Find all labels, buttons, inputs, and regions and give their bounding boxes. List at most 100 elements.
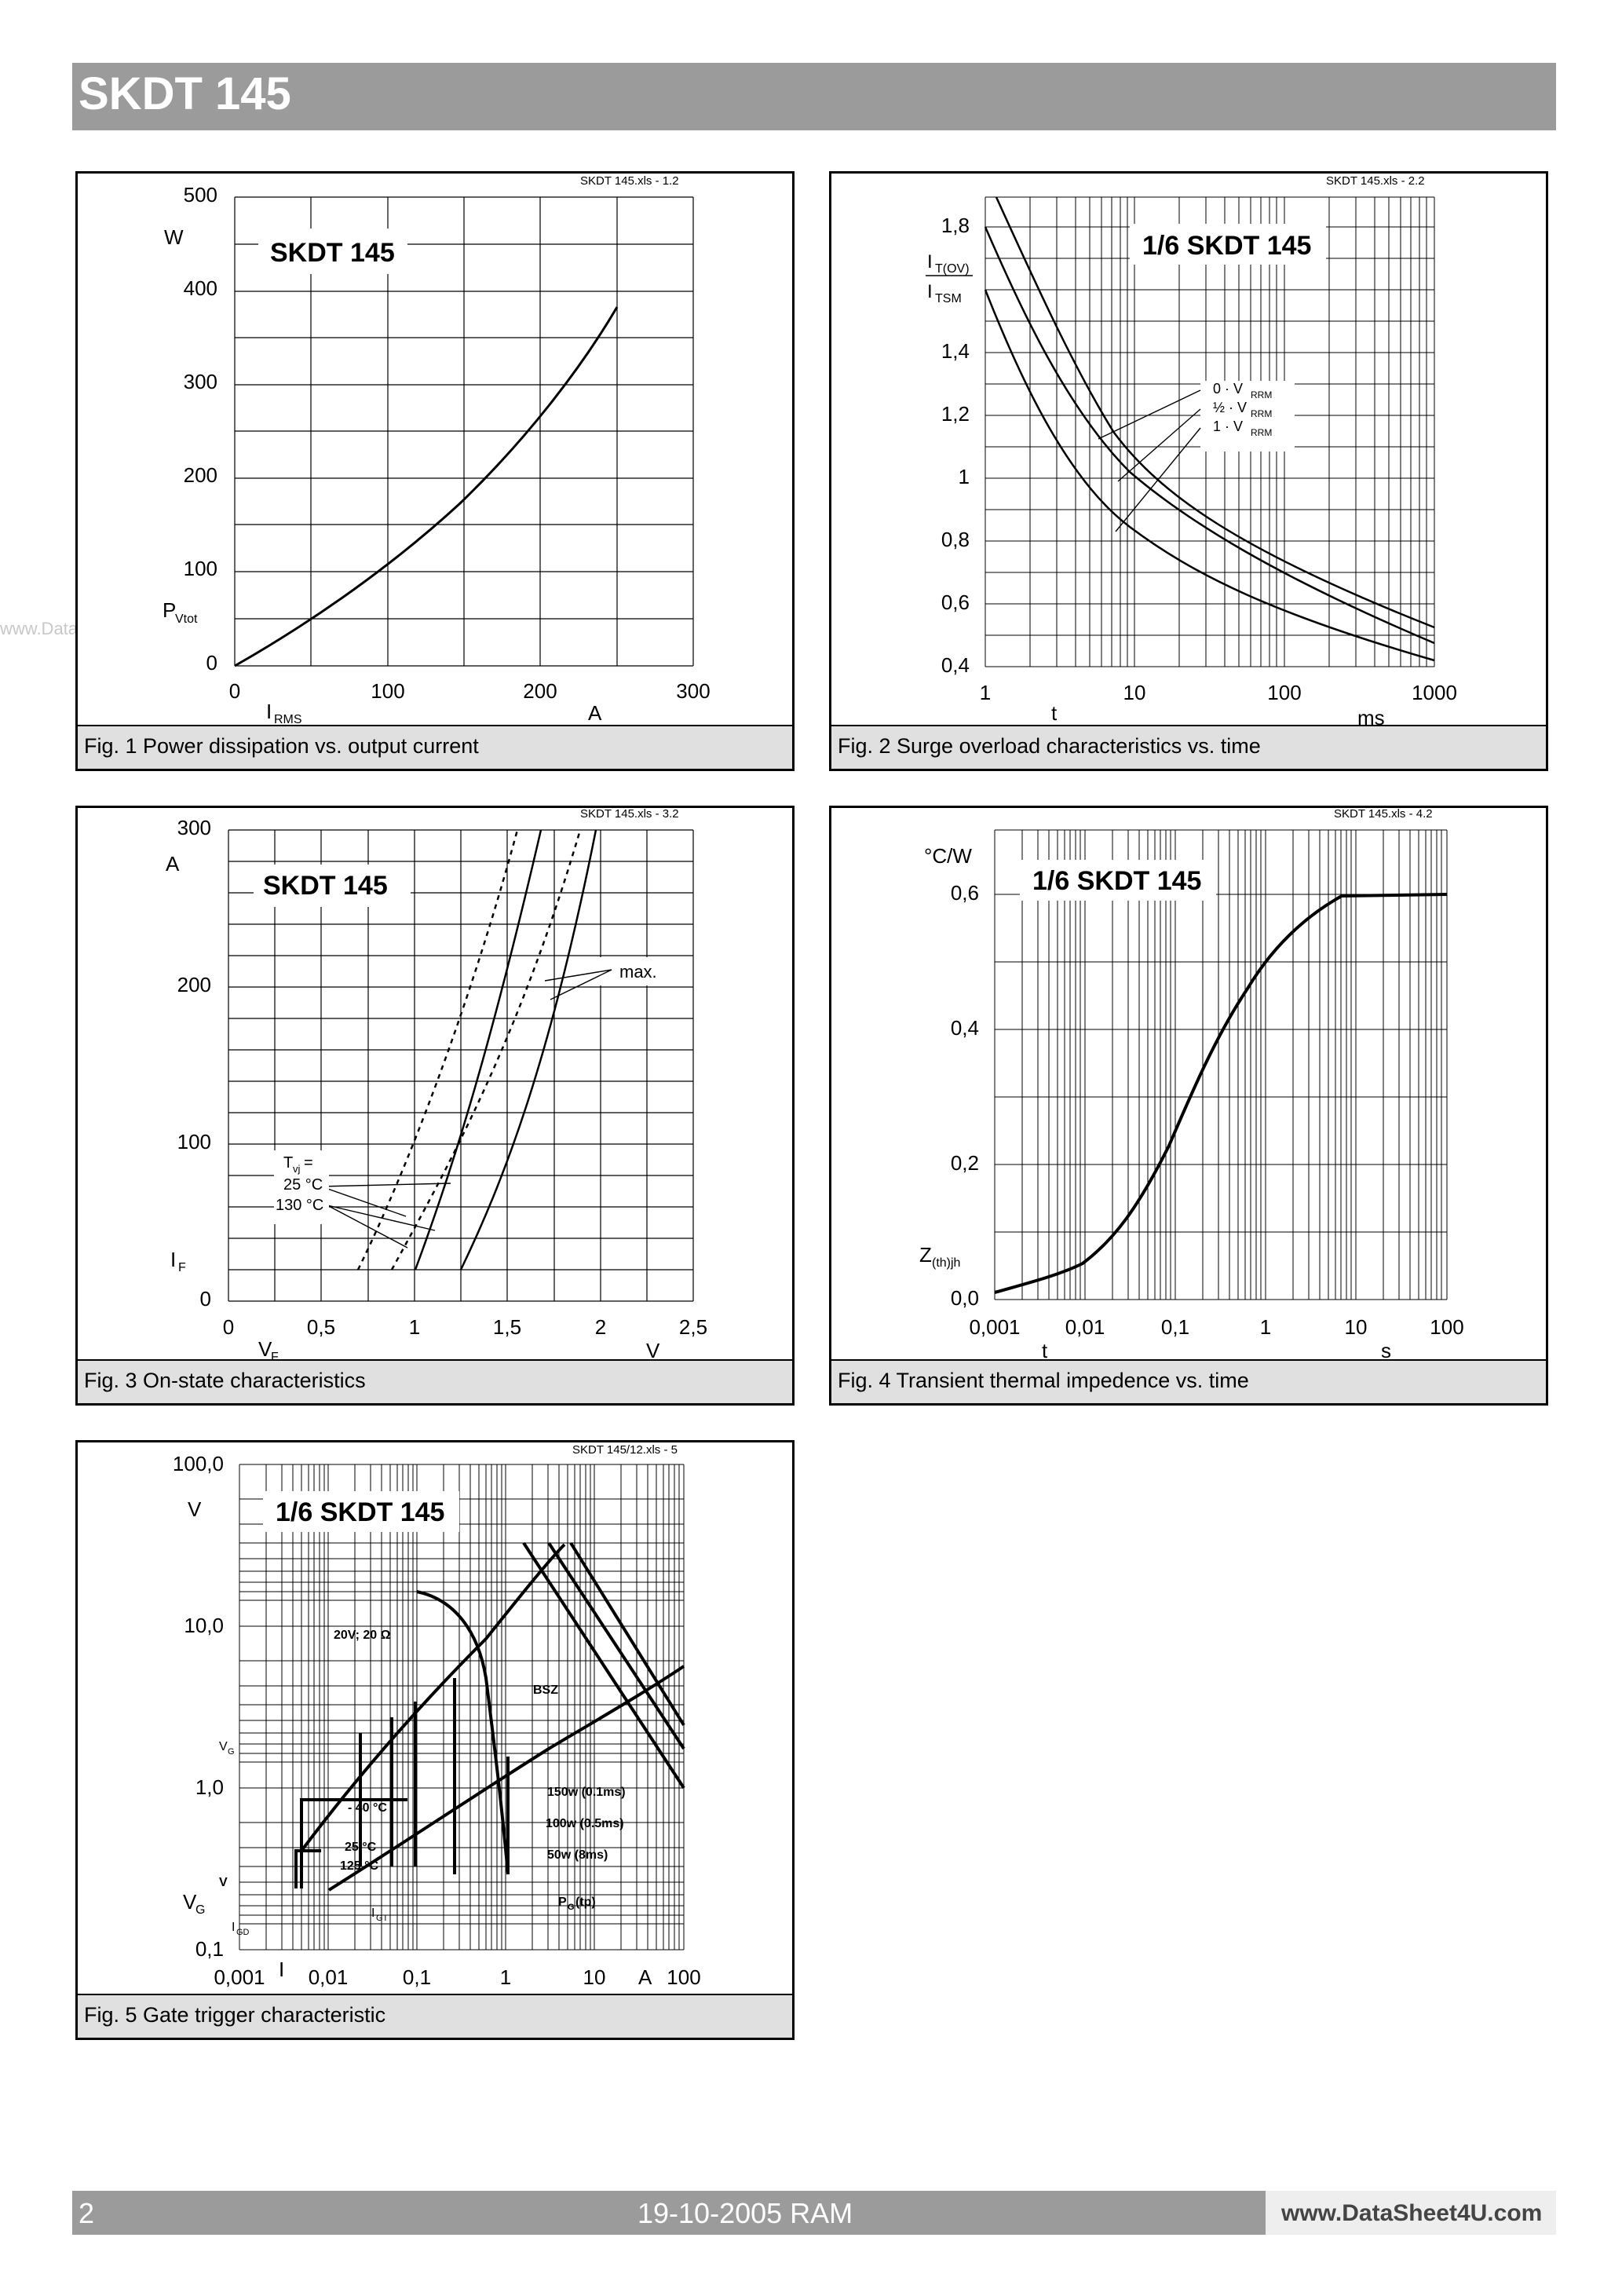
svg-text:1: 1 <box>959 465 970 488</box>
svg-text:100: 100 <box>177 1130 211 1153</box>
figure-1-file-tag: SKDT 145.xls - 1.2 <box>580 174 679 188</box>
svg-text:0,001: 0,001 <box>969 1315 1020 1339</box>
chart-thermal-impedance: 1/6 SKDT 145 SKDT 145.xls - 4.2 0,6 0,4 0,… <box>919 808 1464 1362</box>
svg-text:t: t <box>1042 1339 1048 1362</box>
figure-5-label: 1/6 SKDT 145 <box>276 1497 444 1527</box>
svg-text:50w (8ms): 50w (8ms) <box>547 1848 608 1862</box>
figure-3-label: SKDT 145 <box>263 871 388 901</box>
svg-text:P: P <box>163 598 176 622</box>
svg-text:t: t <box>1051 701 1058 725</box>
svg-text:100w (0.5ms): 100w (0.5ms) <box>546 1817 624 1830</box>
svg-text:0,4: 0,4 <box>941 653 970 677</box>
svg-text:I: I <box>279 1958 284 1981</box>
figure-4-caption: Fig. 4 Transient thermal impedence vs. t… <box>831 1359 1546 1403</box>
svg-text:2: 2 <box>595 1315 606 1339</box>
svg-text:(tp): (tp) <box>575 1896 596 1909</box>
svg-text:0: 0 <box>229 679 240 703</box>
svg-text:10: 10 <box>583 1965 606 1989</box>
figure-4-label: 1/6 SKDT 145 <box>1032 866 1201 896</box>
svg-text:I: I <box>927 281 933 302</box>
svg-text:20V; 20 Ω: 20V; 20 Ω <box>334 1629 391 1642</box>
svg-text:1,2: 1,2 <box>941 402 970 426</box>
svg-text:0,4: 0,4 <box>951 1016 979 1040</box>
svg-text:300: 300 <box>184 370 217 393</box>
figure-4-curve <box>994 893 1448 1294</box>
svg-text:TSM: TSM <box>935 292 962 305</box>
svg-text:200: 200 <box>184 463 217 487</box>
svg-text:0,0: 0,0 <box>951 1286 979 1310</box>
svg-text:RRM: RRM <box>1251 427 1272 438</box>
footer-site-label: www.DataSheet4U.com <box>1281 2200 1543 2226</box>
svg-text:(th)jh: (th)jh <box>932 1256 960 1270</box>
svg-text:RRM: RRM <box>1251 408 1272 419</box>
svg-text:0: 0 <box>223 1315 234 1339</box>
svg-text:½ · V: ½ · V <box>1213 400 1247 415</box>
svg-text:0,8: 0,8 <box>941 528 970 551</box>
svg-text:1: 1 <box>500 1965 511 1989</box>
svg-text:V: V <box>219 1740 228 1753</box>
figure-4-file-tag: SKDT 145.xls - 4.2 <box>1334 808 1433 821</box>
svg-text:F: F <box>178 1261 186 1274</box>
svg-text:200: 200 <box>523 679 557 703</box>
svg-text:GT: GT <box>376 1914 389 1923</box>
svg-text:100: 100 <box>371 679 404 703</box>
svg-text:Vtot: Vtot <box>175 612 198 626</box>
footer-site-link[interactable]: www.DataSheet4U.com <box>1266 2191 1556 2235</box>
svg-text:500: 500 <box>184 183 217 207</box>
svg-text:RMS: RMS <box>274 713 302 726</box>
svg-text:0,5: 0,5 <box>307 1315 335 1339</box>
svg-text:T(OV): T(OV) <box>935 262 970 276</box>
figure-5-curves <box>294 1541 685 1892</box>
svg-text:Z: Z <box>919 1243 932 1267</box>
svg-text:V: V <box>183 1890 197 1914</box>
svg-text:A: A <box>588 701 602 725</box>
svg-text:G: G <box>195 1903 205 1917</box>
svg-text:P: P <box>558 1896 567 1909</box>
svg-text:max.: max. <box>619 962 657 982</box>
svg-text:1000: 1000 <box>1412 681 1457 704</box>
svg-text:0,1: 0,1 <box>1161 1315 1189 1339</box>
svg-text:V: V <box>646 1339 660 1362</box>
figure-2: 1/6 SKDT 145 SKDT 145.xls - 2.2 0 · V RRM… <box>829 171 1548 771</box>
svg-text:0,001: 0,001 <box>214 1965 265 1989</box>
svg-text:- 40 °C: - 40 °C <box>348 1801 387 1815</box>
figure-1-label: SKDT 145 <box>270 238 395 268</box>
figure-5-caption: Fig. 5 Gate trigger characteristic <box>78 1994 792 2038</box>
svg-text:GD: GD <box>236 1928 250 1937</box>
svg-text:100,0: 100,0 <box>173 1452 224 1475</box>
svg-text:A: A <box>638 1965 652 1989</box>
svg-text:1 · V: 1 · V <box>1213 419 1243 434</box>
svg-text:2,5: 2,5 <box>679 1315 707 1339</box>
svg-text:I: I <box>371 1907 374 1920</box>
figure-3-caption: Fig. 3 On-state characteristics <box>78 1359 792 1403</box>
svg-text:100: 100 <box>667 1965 700 1989</box>
svg-text:1: 1 <box>980 681 991 704</box>
svg-text:BSZ: BSZ <box>533 1684 558 1697</box>
svg-text:0,1: 0,1 <box>403 1965 431 1989</box>
svg-text:G: G <box>228 1747 235 1757</box>
figure-3-curves <box>414 829 597 1270</box>
svg-text:°C/W: °C/W <box>924 844 972 868</box>
svg-text:0,6: 0,6 <box>941 590 970 614</box>
svg-text:I: I <box>266 700 272 723</box>
svg-text:=: = <box>304 1154 313 1172</box>
figure-5: 1/6 SKDT 145 SKDT 145/12.xls - 5 20V; 20… <box>75 1440 795 2040</box>
svg-text:1: 1 <box>409 1315 420 1339</box>
svg-text:10: 10 <box>1123 681 1146 704</box>
figure-3-file-tag: SKDT 145.xls - 3.2 <box>580 808 679 821</box>
figure-2-label: 1/6 SKDT 145 <box>1142 231 1311 261</box>
svg-text:125 °C: 125 °C <box>340 1859 379 1873</box>
figure-1-curve <box>234 306 619 667</box>
svg-text:25 °C: 25 °C <box>283 1176 323 1194</box>
svg-text:100: 100 <box>1430 1315 1463 1339</box>
svg-text:1: 1 <box>1260 1315 1271 1339</box>
svg-text:10,0: 10,0 <box>184 1614 224 1637</box>
svg-text:0,01: 0,01 <box>1065 1315 1105 1339</box>
figure-2-file-tag: SKDT 145.xls - 2.2 <box>1326 174 1425 188</box>
svg-text:0,6: 0,6 <box>951 881 979 905</box>
svg-text:200: 200 <box>177 973 211 996</box>
svg-text:V: V <box>188 1497 202 1521</box>
svg-text:V: V <box>258 1337 272 1361</box>
svg-text:T: T <box>283 1154 293 1172</box>
